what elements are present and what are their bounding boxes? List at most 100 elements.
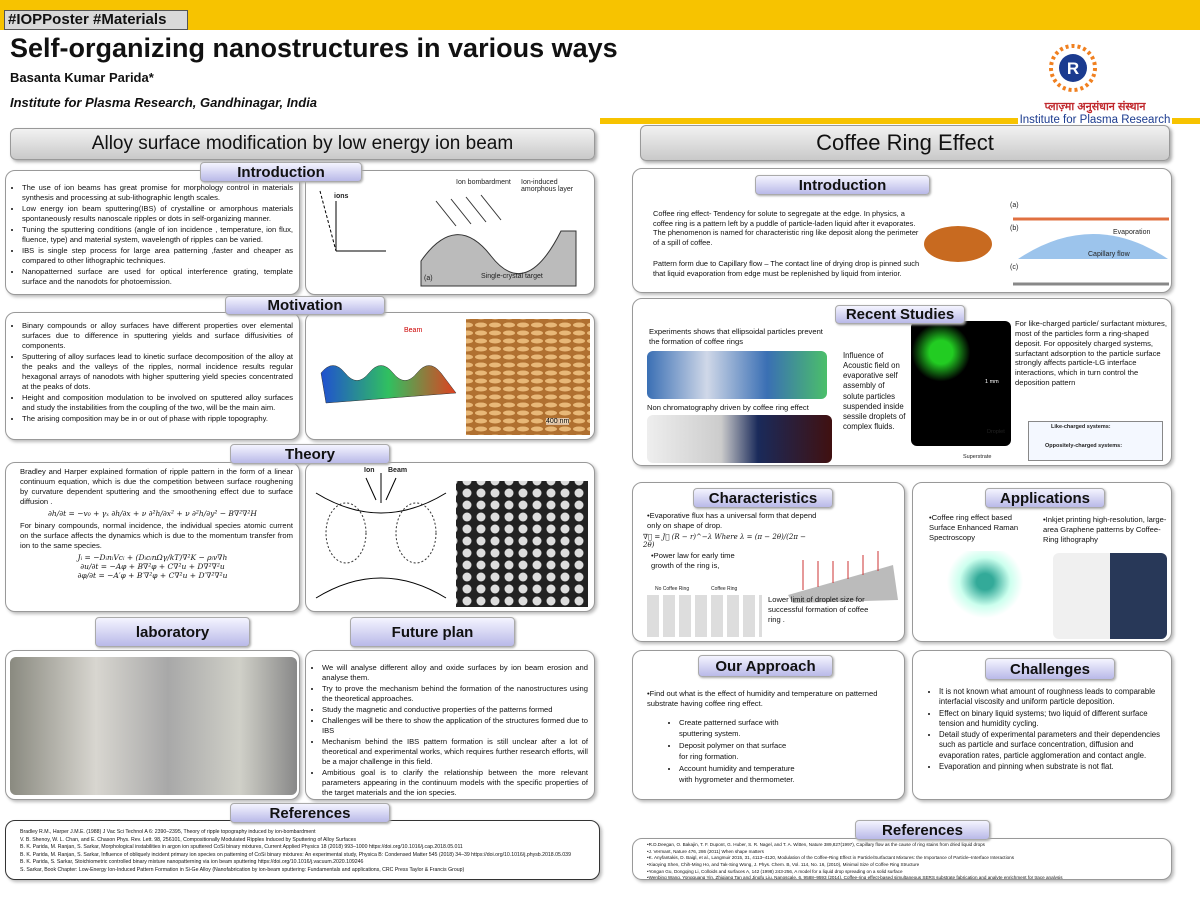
app-image: [1053, 553, 1167, 639]
motivation-figure: Beam 400 nm: [305, 312, 595, 440]
ref-item: B. K. Parida, M. Ranjan, S. Sarkar, Infl…: [20, 851, 571, 858]
fig-label: Like-charged systems:: [1051, 424, 1111, 430]
app-image: [925, 551, 1045, 639]
section-heading: Introduction: [200, 162, 362, 182]
theory-diagram: [315, 473, 588, 607]
list-item: Deposit polymer on that surface for ring…: [679, 740, 797, 762]
laboratory-figure: [5, 650, 300, 800]
intro-text: Coffee ring effect- Tendency for solute …: [653, 209, 919, 247]
intro-figure: ions Ion bombardment Ion-induced amorpho…: [305, 170, 595, 295]
fig-label: Oppositely-charged systems:: [1045, 443, 1123, 449]
references-box: •R.D.Deegan, O. Bakajin, T. F. Dupont, G…: [632, 838, 1172, 880]
ref-item: •Wenbing Wang, Yongguang Yin, Zhiqiang T…: [647, 875, 1063, 880]
fig-label: Superstrate: [963, 454, 992, 460]
theory-text: Bradley and Harper explained formation o…: [20, 467, 293, 506]
ripple-diagram: [319, 190, 577, 287]
approach-text: •Find out what is the effect of humidity…: [647, 689, 878, 708]
eq: ∂u/∂t = −Aφ + B∇²φ + C∇²u + D∇²∇²u: [80, 562, 225, 572]
affiliation: Institute for Plasma Research, Gandhinag…: [10, 95, 318, 110]
ref-item: S. Sarkar, Book Chapter: Low-Energy Ion-…: [20, 866, 465, 873]
intro-box: The use of ion beams has great promise f…: [5, 170, 300, 295]
fig-label: Capillary flow: [1088, 251, 1130, 258]
list-item: Height and composition modulation to be …: [22, 393, 293, 413]
lab-photo: [10, 657, 297, 795]
list-item: Effect on binary liquid systems; two liq…: [939, 709, 1161, 730]
ref-item: Bradley R.M., Harper J.M.E. (1988) J Vac…: [20, 829, 316, 835]
logo-emblem: R: [1049, 44, 1097, 92]
ref-item: B. K. Parida, M. Ranjan, S. Sarkar, Morp…: [20, 844, 463, 851]
list-item: Mechanism behind the IBS pattern formati…: [322, 737, 588, 767]
section-heading: Characteristics: [693, 488, 833, 508]
tag: #IOPPoster #Materials: [4, 10, 188, 30]
characteristics-box: •Evaporative flux has a universal form t…: [632, 482, 905, 642]
ref-item: •R.D.Deegan, O. Bakajin, T. F. Dupont, G…: [647, 842, 985, 847]
intro-text: Pattern form due to Capillary flow – The…: [653, 259, 920, 278]
theory-text: For binary compounds, normal incidence, …: [20, 521, 293, 551]
flux-plot: [788, 551, 898, 603]
fig-label: Single-crystal target: [481, 273, 543, 280]
char-text: •Evaporative flux has a universal form t…: [647, 511, 817, 530]
author: Basanta Kumar Parida*: [10, 70, 154, 85]
study-image: Like-charged systems: Oppositely-charged…: [1028, 421, 1163, 461]
top-bar: [0, 0, 1200, 30]
list-item: Try to prove the mechanism behind the fo…: [322, 684, 588, 704]
fig-label: (b): [1010, 225, 1019, 232]
list-item: Ambitious goal is to clarify the relatio…: [322, 768, 588, 798]
study-text: Influence of Acoustic field on evaporati…: [843, 351, 906, 431]
fig-label: No Coffee Ring: [655, 586, 690, 592]
ref-item: V. B. Shenoy, W. L. Chan, and E. Chason …: [20, 836, 357, 843]
section-heading: References: [230, 803, 390, 823]
section-heading: Introduction: [755, 175, 930, 195]
theory-figure: Ion Beam: [305, 462, 595, 612]
list-item: The use of ion beams has great promise f…: [22, 183, 293, 203]
app-text: •Inkjet printing high-resolution, large-…: [1043, 515, 1167, 544]
list-item: Account humidity and temperature with hy…: [679, 763, 797, 785]
eq: ∂φ/∂t = −A′φ + B′∇²φ + C∇²u + D′∇²∇²u: [77, 571, 228, 581]
list-item: Binary compounds or alloy surfaces have …: [22, 321, 293, 351]
logo-hindi: प्लाज़्मा अनुसंधान संस्थान: [1044, 101, 1146, 113]
list-item: Nanopatterned surface are used for optic…: [22, 267, 293, 287]
fig-label: Coffee Ring: [711, 586, 738, 592]
equation: ∂h/∂t = −v₀ + γₓ ∂h/∂x + ν ∂²h/∂x² + ν ∂…: [48, 509, 257, 519]
fig-label: ions: [334, 193, 349, 200]
fig-label: Beam: [388, 467, 408, 474]
fig-label: (a): [1010, 202, 1019, 209]
references-box: Bradley R.M., Harper J.M.E. (1988) J Vac…: [5, 820, 600, 880]
fig-label: Ion-induced amorphous layer: [521, 179, 574, 193]
study-image: [911, 321, 1011, 446]
ref-item: •J. Vermant, Nature 476, 286 (2011) When…: [647, 848, 764, 854]
equation: ∇⃗ = J⃗ (R − r)^−λ Where λ = (π − 2θ)/(2…: [643, 533, 807, 549]
section-heading: Our Approach: [698, 655, 833, 677]
ref-item: •Yongan Gu, Dongqing Li, Colloids and su…: [647, 868, 903, 874]
theory-box: Bradley and Harper explained formation o…: [5, 462, 300, 612]
section-heading: References: [855, 820, 990, 840]
ref-item: •Xiaoying Shen, Chih-Ming Ho, and Tak-Si…: [647, 861, 920, 867]
fig-label: 400 nm: [546, 418, 570, 425]
list-item: We will analyse different alloy and oxid…: [322, 663, 588, 683]
study-text: Experiments shows that ellipsoidal parti…: [649, 327, 823, 346]
title: Self-organizing nanostructures in variou…: [10, 33, 618, 63]
fig-label: Ion bombardment: [456, 179, 511, 186]
eq: Jᵢ = −DᵢnᵢVcᵢ + (DᵢcᵢnΩγ/kT)∇²K − ρᵢv∇h: [77, 553, 228, 563]
char-text: •Power law for early time growth of the …: [651, 551, 735, 570]
recent-box: Experiments shows that ellipsoidal parti…: [632, 298, 1172, 466]
section-heading: Motivation: [225, 296, 385, 315]
section-heading: laboratory: [95, 617, 250, 647]
char-image: [647, 595, 762, 637]
list-item: Low energy ion beam sputtering(IBS) of c…: [22, 204, 293, 224]
app-text: •Coffee ring effect based Surface Enhanc…: [929, 513, 1019, 542]
future-box: We will analyse different alloy and oxid…: [305, 650, 595, 800]
fig-label: 1 mm: [985, 379, 999, 385]
list-item: Study the magnetic and conductive proper…: [322, 705, 588, 715]
logo: R प्लाज़्मा अनुसंधान संस्थान Institute f…: [1018, 38, 1172, 130]
section-heading: Future plan: [350, 617, 515, 647]
section-heading: Theory: [230, 444, 390, 464]
section-heading: Applications: [985, 488, 1105, 508]
fig-label: (a): [424, 275, 433, 282]
char-text: Lower limit of droplet size for successf…: [768, 595, 869, 624]
study-image: [647, 415, 832, 463]
motivation-box: Binary compounds or alloy surfaces have …: [5, 312, 300, 440]
list-item: It is not known what amount of roughness…: [939, 687, 1161, 708]
study-text: Non chromatography driven by coffee ring…: [647, 403, 809, 412]
list-item: Create patterned surface with sputtering…: [679, 717, 797, 739]
